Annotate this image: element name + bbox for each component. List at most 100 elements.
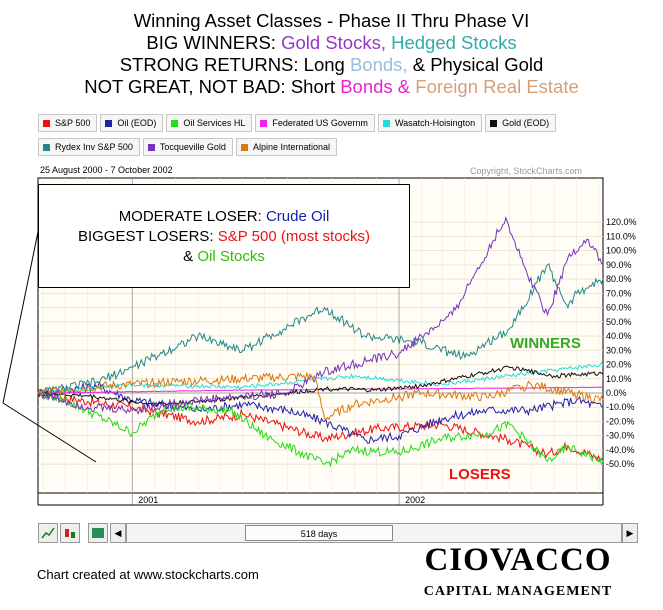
legend-item-sp500[interactable]: S&P 500: [38, 114, 98, 132]
legend-item-wasatch[interactable]: Wasatch-Hoisington: [377, 114, 483, 132]
legend-item-oil[interactable]: Oil (EOD): [100, 114, 164, 132]
legend-item-gold[interactable]: Gold (EOD): [485, 114, 557, 132]
legend-label-sp500: S&P 500: [55, 118, 91, 128]
date-range-thumb[interactable]: 518 days: [245, 525, 393, 541]
line-chart-icon[interactable]: [38, 523, 58, 543]
legend-swatch-wasatch: [382, 119, 390, 127]
losers-label: LOSERS: [449, 466, 511, 483]
legend-swatch-sp500: [43, 119, 50, 127]
area-chart-glyph: [92, 528, 104, 538]
title-strong-returns: STRONG RETURNS: Long Bonds, & Physical G…: [0, 54, 663, 76]
legend-label-oil_services: Oil Services HL: [183, 118, 246, 128]
legend-label-oil: Oil (EOD): [117, 118, 157, 128]
annotation-pointer-lower: [2, 402, 97, 463]
long-bonds-label: Bonds,: [349, 54, 408, 75]
legend-label-fed_gov: Federated US Governm: [272, 118, 368, 128]
foreign-real-estate-label: Foreign Real Estate: [415, 76, 579, 97]
series-line-oil: [37, 381, 604, 444]
ampersand-label: &: [183, 248, 198, 265]
y-tick-label: 120.0%: [606, 217, 637, 227]
series-line-rydex: [37, 262, 604, 398]
legend-item-oil_services[interactable]: Oil Services HL: [166, 114, 253, 132]
biggest-losers-label: BIGGEST LOSERS:: [77, 228, 218, 245]
legend-swatch-alpine: [240, 143, 248, 151]
series-line-oil_services: [37, 390, 604, 468]
ohlc-chart-glyph: [65, 529, 75, 538]
chart-created-credit: Chart created at www.stockcharts.com: [37, 567, 259, 582]
legend-swatch-oil_services: [171, 119, 179, 127]
x-tick-label: 2002: [405, 495, 425, 505]
annotation-pointer-upper: [2, 221, 41, 404]
y-tick-label: -20.0%: [606, 416, 635, 426]
physical-gold-label: & Physical Gold: [412, 54, 544, 75]
y-tick-label: 10.0%: [606, 374, 632, 384]
legend-label-wasatch: Wasatch-Hoisington: [394, 118, 476, 128]
y-tick-label: 50.0%: [606, 317, 632, 327]
series-line-fed_gov: [37, 386, 604, 394]
brand-subtitle: CAPITAL MANAGEMENT: [423, 584, 613, 599]
legend-label-alpine: Alpine International: [252, 142, 330, 152]
legend-swatch-rydex: [43, 143, 50, 151]
brand-logo: CIOVACCO: [424, 542, 612, 578]
series-line-tocqueville: [37, 216, 604, 415]
y-tick-label: -30.0%: [606, 431, 635, 441]
scroll-right-button[interactable]: ▶: [622, 523, 638, 543]
chart-title-block: Winning Asset Classes - Phase II Thru Ph…: [0, 10, 663, 98]
annotation-biggest-losers: BIGGEST LOSERS: S&P 500 (most stocks): [39, 227, 409, 247]
y-tick-label: 70.0%: [606, 288, 632, 298]
legend-item-alpine[interactable]: Alpine International: [235, 138, 337, 156]
legend-swatch-fed_gov: [260, 119, 268, 127]
legend-swatch-gold: [490, 119, 498, 127]
y-tick-label: 110.0%: [606, 231, 636, 241]
y-tick-label: -10.0%: [606, 402, 635, 412]
short-bonds-label: Bonds &: [340, 76, 411, 97]
legend-row-2: Rydex Inv S&P 500 Tocqueville Gold Alpine …: [38, 138, 337, 156]
date-range-label: 25 August 2000 - 7 October 2002: [40, 165, 173, 175]
series-line-sp500: [37, 388, 604, 463]
y-tick-label: 40.0%: [606, 331, 632, 341]
line-chart-glyph: [41, 527, 55, 539]
y-tick-label: 100.0%: [606, 246, 637, 256]
y-tick-label: 0.0%: [606, 388, 627, 398]
legend-row-1: S&P 500 Oil (EOD) Oil Services HL Federated…: [38, 114, 557, 132]
moderate-loser-label: MODERATE LOSER:: [118, 208, 266, 225]
sp500-most-stocks-label: S&P 500 (most stocks): [217, 228, 371, 245]
y-tick-label: 30.0%: [606, 345, 632, 355]
annotation-moderate-loser: MODERATE LOSER: Crude Oil: [39, 207, 409, 227]
ohlc-chart-icon[interactable]: [60, 523, 80, 543]
series-line-alpine: [37, 371, 604, 421]
annotation-box: MODERATE LOSER: Crude Oil BIGGEST LOSERS…: [38, 184, 410, 288]
legend-item-fed_gov[interactable]: Federated US Governm: [255, 114, 375, 132]
series-line-gold: [37, 365, 604, 408]
big-winners-label: BIG WINNERS:: [146, 32, 282, 53]
legend-item-tocqueville[interactable]: Tocqueville Gold: [142, 138, 233, 156]
y-tick-label: 20.0%: [606, 360, 632, 370]
oil-stocks-label: Oil Stocks: [197, 248, 265, 265]
scroll-left-button[interactable]: ◀: [110, 523, 126, 543]
date-range-scrollbar[interactable]: 518 days: [126, 523, 622, 543]
winners-label: WINNERS: [510, 335, 581, 352]
y-tick-label: 90.0%: [606, 260, 632, 270]
legend-item-rydex[interactable]: Rydex Inv S&P 500: [38, 138, 140, 156]
y-tick-label: -40.0%: [606, 445, 635, 455]
y-tick-label: 60.0%: [606, 303, 632, 313]
legend-swatch-tocqueville: [147, 143, 155, 151]
y-tick-label: 80.0%: [606, 274, 632, 284]
legend-label-gold: Gold (EOD): [502, 118, 550, 128]
x-tick-label: 2001: [138, 495, 158, 505]
hedged-stocks-label: Hedged Stocks: [391, 32, 517, 53]
chart-title: Winning Asset Classes - Phase II Thru Ph…: [133, 10, 530, 31]
y-tick-label: -50.0%: [606, 459, 635, 469]
area-chart-icon[interactable]: [88, 523, 108, 543]
chart-navigator: ◀ 518 days ▶: [38, 523, 638, 543]
gold-stocks-label: Gold Stocks,: [281, 32, 386, 53]
copyright-label: Copyright, StockCharts.com: [470, 166, 583, 176]
crude-oil-label: Crude Oil: [265, 208, 330, 225]
legend-label-tocqueville: Tocqueville Gold: [159, 142, 226, 152]
strong-returns-label: STRONG RETURNS: Long: [119, 54, 350, 75]
legend-label-rydex: Rydex Inv S&P 500: [55, 142, 133, 152]
title-big-winners: BIG WINNERS: Gold Stocks, Hedged Stocks: [0, 32, 663, 54]
not-great-label: NOT GREAT, NOT BAD: Short: [84, 76, 341, 97]
legend-swatch-oil: [105, 119, 113, 127]
